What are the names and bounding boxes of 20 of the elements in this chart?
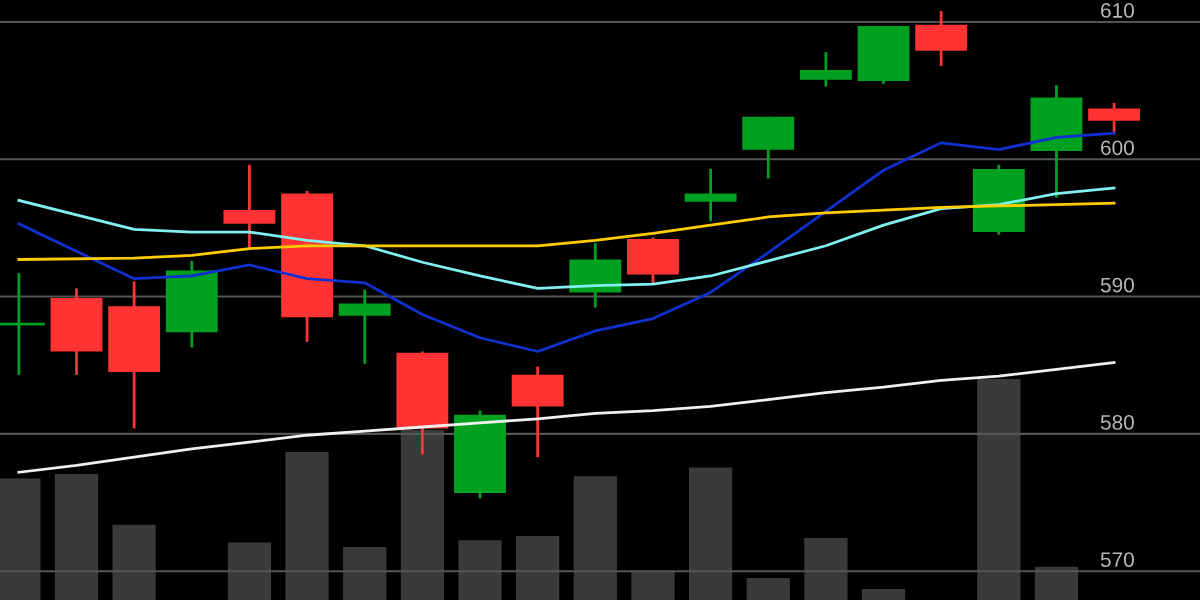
- bar: [516, 535, 560, 600]
- bar: [343, 546, 387, 600]
- bar: [804, 538, 848, 600]
- y-tick-label: 570: [1100, 552, 1134, 568]
- y-tick-label: 610: [1101, 3, 1134, 18]
- bar: [861, 588, 906, 600]
- y-tick-label: 580: [1100, 415, 1134, 430]
- y-tick-label: 590: [1100, 277, 1134, 293]
- bar: [112, 524, 156, 600]
- bar: [285, 451, 329, 600]
- bar: [746, 577, 790, 600]
- bar: [1034, 566, 1079, 600]
- bar: [54, 474, 99, 600]
- bar: [227, 542, 272, 600]
- y-tick-label: 600: [1101, 140, 1134, 156]
- bar: [458, 540, 502, 600]
- bar: [688, 467, 733, 600]
- bar: [573, 476, 617, 600]
- bar: [631, 571, 675, 600]
- bar: [977, 379, 1021, 600]
